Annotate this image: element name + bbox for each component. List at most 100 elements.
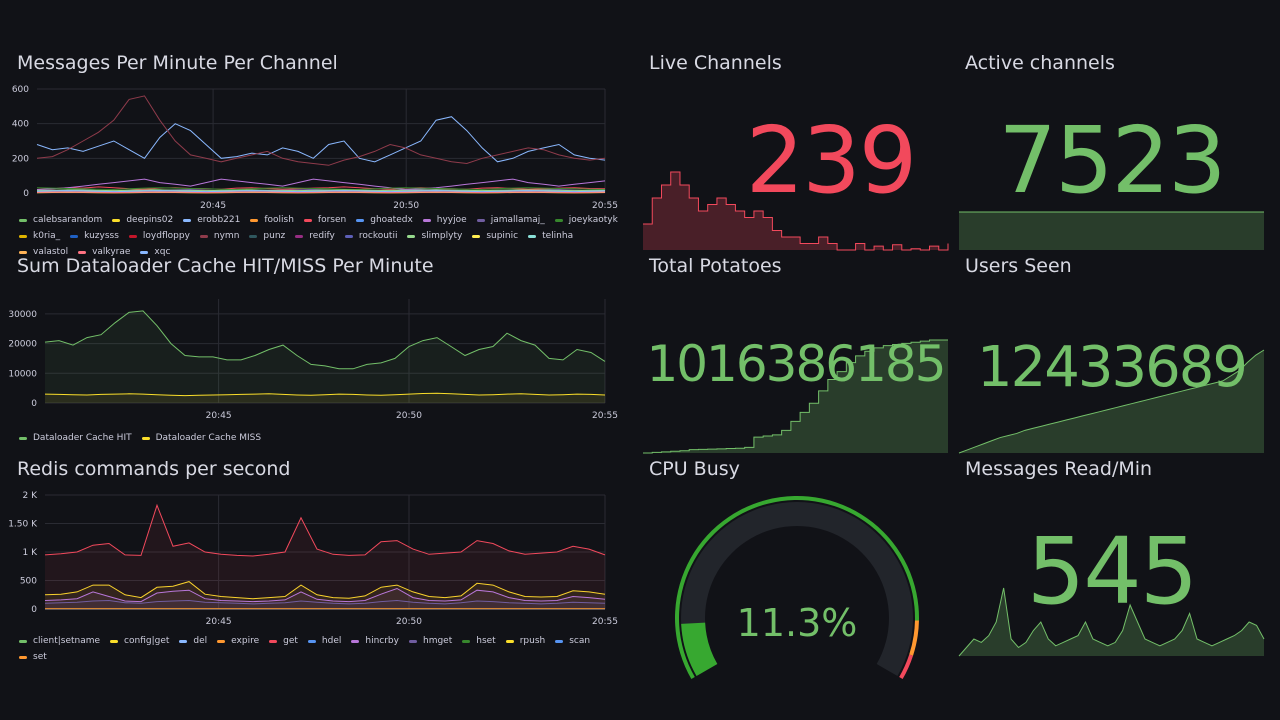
legend-label: kuzysss: [84, 231, 119, 241]
legend-label: rockoutii: [358, 231, 398, 241]
legend-item[interactable]: Dataloader Cache HIT: [19, 430, 132, 446]
legend-swatch: [407, 234, 416, 238]
legend-item[interactable]: forsen: [303, 212, 346, 228]
legend-item[interactable]: valastol: [19, 244, 68, 260]
legend-swatch: [110, 639, 119, 643]
legend-item[interactable]: slimplyty: [407, 228, 462, 244]
x-tick-label: 20:50: [396, 411, 422, 421]
legend-item[interactable]: erobb221: [183, 212, 240, 228]
legend-item[interactable]: rockoutii: [344, 228, 398, 244]
legend-label: get: [283, 636, 298, 646]
y-tick-label: 1.50 K: [8, 520, 38, 530]
legend-item[interactable]: expire: [217, 633, 259, 649]
messages-panel: Messages Per Minute Per Channel 0 200 400 6…: [12, 52, 627, 257]
series-line: [36, 116, 606, 163]
legend-swatch: [70, 234, 79, 238]
panel-title: Redis commands per second: [17, 458, 291, 480]
series-line: [44, 392, 606, 397]
legend-item[interactable]: foolish: [250, 212, 294, 228]
legend-item[interactable]: telinha: [528, 228, 573, 244]
legend-item[interactable]: k0ria_: [19, 228, 60, 244]
legend-item[interactable]: client|setname: [19, 633, 100, 649]
legend-swatch: [408, 639, 417, 643]
legend-item[interactable]: punz: [249, 228, 285, 244]
legend-item[interactable]: jamallamaj_: [476, 212, 545, 228]
legend-swatch: [462, 639, 471, 643]
legend-swatch: [351, 639, 360, 643]
legend-swatch: [249, 234, 258, 238]
legend-swatch: [19, 234, 27, 238]
legend-item[interactable]: config|get: [110, 633, 169, 649]
panel-title: Messages Per Minute Per Channel: [17, 52, 338, 74]
series-line: [44, 310, 606, 370]
legend-item[interactable]: hincrby: [351, 633, 399, 649]
legend-label: slimplyty: [421, 231, 463, 241]
legend-item[interactable]: deepins02: [112, 212, 173, 228]
legend-item[interactable]: valkyrae: [78, 244, 130, 260]
legend-item[interactable]: scan: [555, 633, 590, 649]
legend-swatch: [269, 639, 278, 643]
legend-item[interactable]: joeykaotyk: [554, 212, 618, 228]
legend-swatch: [250, 218, 259, 222]
panel-title: CPU Busy: [649, 458, 740, 480]
sparkline-area: [959, 350, 1264, 453]
legend-item[interactable]: redify: [295, 228, 335, 244]
legend-item[interactable]: xqc: [140, 244, 170, 260]
legend-item[interactable]: hset: [462, 633, 496, 649]
cpu-busy-panel: CPU Busy 11.3%: [643, 458, 948, 679]
legend-swatch: [112, 218, 121, 222]
legend-swatch: [19, 250, 27, 254]
redis-chart[interactable]: 0 500 1 K 1.50 K 2 K 20:45 20:50 20:55: [8, 491, 618, 631]
legend-label: deepins02: [126, 215, 174, 225]
legend-item[interactable]: Dataloader Cache MISS: [141, 430, 261, 446]
active-channels-value: 7523: [998, 107, 1226, 214]
active-channels-sparkline: [959, 211, 1264, 250]
total-potatoes-panel: Total Potatoes 1016386185: [643, 255, 948, 454]
legend-item[interactable]: nymn: [199, 228, 239, 244]
sparkline-area: [643, 340, 948, 453]
legend-item[interactable]: supinic: [472, 228, 518, 244]
y-tick-label: 2 K: [23, 491, 39, 501]
panel-title: Users Seen: [965, 255, 1072, 277]
legend-item[interactable]: kuzysss: [70, 228, 119, 244]
y-tick-label: 500: [20, 577, 37, 587]
legend-item[interactable]: set: [19, 649, 47, 665]
series-line: [44, 599, 606, 605]
gauge-threshold-red: [899, 654, 914, 679]
y-tick-label: 30000: [8, 310, 37, 320]
messages-chart[interactable]: 0 200 400 600 20:45 20:50 20:55: [12, 85, 618, 215]
legend-item[interactable]: hmget: [408, 633, 452, 649]
legend-item[interactable]: rpush: [505, 633, 545, 649]
x-tick-label: 20:45: [206, 617, 232, 627]
series-line: [44, 581, 606, 600]
legend-swatch: [78, 250, 87, 254]
legend-label: hincrby: [365, 636, 399, 646]
legend-swatch: [19, 655, 27, 659]
legend-item[interactable]: calebsarandom: [19, 212, 102, 228]
legend-item[interactable]: hyyjoe: [422, 212, 467, 228]
legend-item[interactable]: del: [179, 633, 207, 649]
series-area: [45, 588, 605, 609]
x-tick-label: 20:55: [592, 201, 618, 211]
dataloader-chart[interactable]: 0 10000 20000 30000 20:45 20:50 20:55: [8, 295, 618, 425]
total-potatoes-sparkline: [643, 339, 948, 454]
series-line: [44, 503, 606, 557]
series-line: [36, 190, 606, 193]
legend-swatch: [295, 234, 304, 238]
dataloader-legend: Dataloader Cache HIT Dataloader Cache MIS…: [19, 430, 619, 446]
legend-label: valastol: [33, 247, 69, 257]
legend-item[interactable]: loydfloppy: [128, 228, 190, 244]
legend-label: foolish: [264, 215, 294, 225]
panel-title: Active channels: [965, 52, 1115, 74]
legend-item[interactable]: ghoatedx: [356, 212, 413, 228]
live-channels-sparkline: [643, 171, 949, 251]
legend-item[interactable]: get: [269, 633, 298, 649]
sparkline-line: [958, 349, 1265, 454]
legend-label: xqc: [154, 247, 171, 257]
legend-label: hdel: [321, 636, 342, 646]
gauge-track: [681, 502, 913, 676]
gauge-fill: [681, 622, 718, 676]
y-tick-label: 0: [31, 605, 37, 615]
legend-item[interactable]: hdel: [307, 633, 342, 649]
y-tick-label: 600: [12, 85, 29, 95]
